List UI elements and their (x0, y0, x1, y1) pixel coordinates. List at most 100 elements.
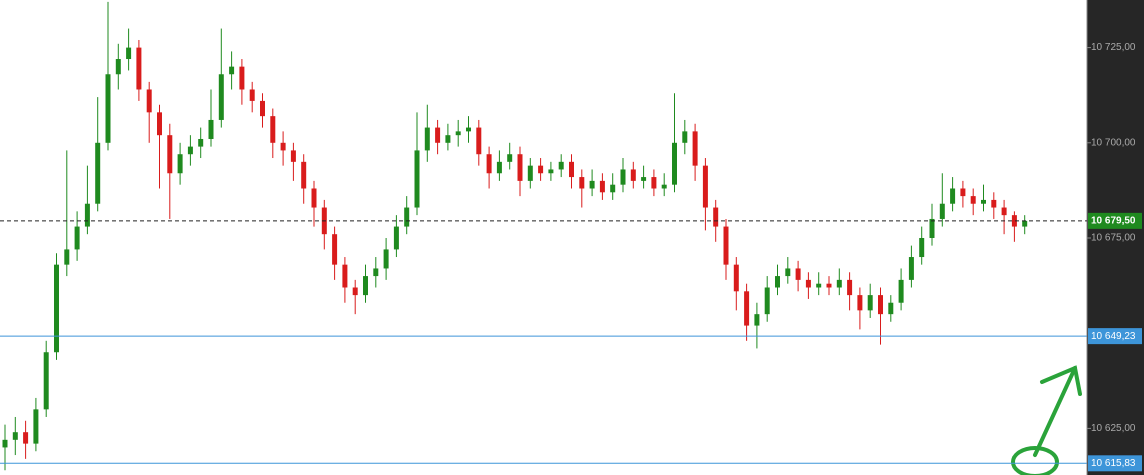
candle-body (2, 439, 8, 448)
candle-body (723, 226, 729, 265)
candle-body (764, 287, 770, 315)
candle-body (805, 279, 811, 288)
candle-body (579, 177, 585, 189)
y-tick-label: 10 625,00 (1091, 423, 1136, 434)
candle-body (702, 165, 708, 208)
candle-body (332, 234, 338, 265)
level-label: 10 649,23 (1091, 331, 1136, 342)
candle-body (569, 161, 574, 178)
candle-body (1001, 207, 1007, 216)
candle-body (198, 138, 204, 147)
candle-body (929, 218, 935, 238)
y-tick-label: 10 725,00 (1091, 42, 1136, 53)
candle-body (136, 47, 142, 90)
candle-body (64, 249, 70, 265)
candle-body (95, 142, 101, 204)
level-label-box (1088, 328, 1142, 345)
candle-body (54, 264, 59, 353)
candle-body (435, 127, 441, 143)
candle-body (754, 314, 760, 326)
candle-body (538, 165, 544, 174)
candle-body (589, 180, 595, 189)
candle-body (950, 188, 956, 204)
candle-body (393, 226, 399, 250)
candle-body (981, 199, 986, 204)
candle-body (857, 295, 863, 311)
candle-body (744, 291, 750, 326)
candle-body (836, 279, 842, 288)
candle-body (249, 89, 255, 101)
candle-body (167, 135, 173, 174)
candle-body (290, 150, 296, 162)
candle-body (466, 127, 471, 132)
candle-body (599, 180, 605, 193)
candle-body (527, 165, 533, 181)
candle-body (651, 177, 657, 189)
candle-body (208, 119, 214, 139)
candle-body (733, 264, 739, 292)
candle-body (641, 177, 647, 181)
level-label-box (1088, 455, 1142, 472)
candle-body (229, 66, 235, 75)
candle-body (960, 188, 966, 197)
candle-body (713, 207, 719, 227)
candle-body (517, 154, 523, 181)
candle-body (610, 184, 616, 193)
candle-body (12, 432, 18, 440)
candle-body (260, 100, 265, 117)
candle-body (476, 127, 482, 155)
candle-body (342, 264, 348, 288)
candle-body (177, 154, 183, 174)
candle-body (115, 59, 121, 75)
candle-body (383, 249, 389, 269)
candle-body (795, 268, 801, 280)
candle-body (826, 283, 832, 288)
candle-body (445, 135, 451, 143)
candle-body (507, 154, 513, 162)
candle-body (84, 203, 90, 227)
candle-body (672, 142, 677, 185)
candle-body (816, 283, 822, 288)
y-tick-label: 10 700,00 (1091, 137, 1136, 148)
candle-body (486, 154, 492, 174)
annotation-arrow (1011, 365, 1082, 475)
candle-body (991, 199, 997, 208)
candle-body (1011, 215, 1017, 227)
candle-body (74, 226, 80, 250)
candle-body (692, 131, 698, 166)
price-axis-panel (1087, 0, 1144, 475)
candle-body (558, 161, 564, 170)
candle-body (620, 169, 626, 185)
candle-body (939, 203, 945, 219)
candle-body (33, 409, 39, 444)
last-price-label: 10 679,50 (1091, 216, 1136, 227)
candle-body (404, 207, 410, 227)
candle-body (1022, 220, 1028, 227)
candle-body (157, 112, 162, 136)
candle-body (424, 127, 430, 151)
candle-body (888, 302, 894, 315)
candle-body (23, 432, 29, 444)
candle-body (878, 295, 883, 315)
candle-body (373, 268, 379, 277)
candle-body (414, 150, 420, 208)
candle-body (682, 131, 688, 143)
candle-body (363, 276, 368, 296)
level-label: 10 615,83 (1091, 458, 1136, 469)
candle-body (919, 237, 925, 258)
candle-body (301, 161, 307, 189)
candle-body (785, 268, 791, 277)
candle-body (496, 161, 502, 174)
candle-body (847, 279, 853, 296)
candle-body (898, 279, 904, 303)
candle-body (970, 196, 976, 204)
candle-body (908, 257, 914, 280)
y-tick-label: 10 675,00 (1091, 233, 1136, 244)
candle-body (218, 74, 224, 120)
candle-body (239, 66, 245, 90)
candle-body (43, 352, 49, 410)
candle-body (352, 287, 358, 296)
candle-body (867, 295, 873, 311)
candle-body (105, 74, 111, 143)
